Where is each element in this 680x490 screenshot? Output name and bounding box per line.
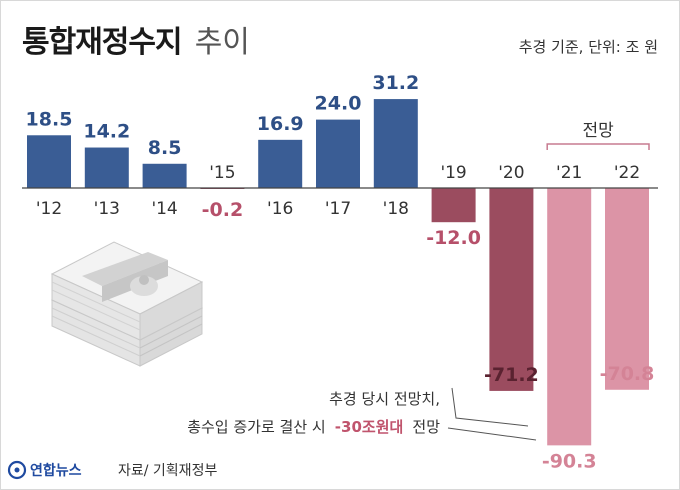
bar-8 [489, 188, 534, 391]
annotation-suffix: 전망 [412, 418, 440, 436]
logo: 연합뉴스 [7, 460, 82, 480]
value-label-7: -12.0 [426, 227, 481, 249]
annotation-highlight: -30조원대 [335, 418, 404, 436]
annotation: 추경 당시 전망치, 총수입 증가로 결산 시 -30조원대 전망 [187, 387, 537, 441]
tick-label-0: '12 [36, 199, 62, 219]
money-stack-illustration [50, 241, 204, 367]
annotation-line1: 추경 당시 전망치, [329, 390, 440, 408]
bar-7 [431, 188, 476, 223]
tick-label-8: '20 [498, 163, 524, 183]
bar-0 [27, 135, 71, 188]
annotation-leader-2 [447, 427, 537, 441]
tick-labels-group: '12 '13 '14 '15 '16 '17 '18 '19 '20 '21 '22 [36, 163, 640, 219]
forecast-label: 전망 [582, 121, 614, 141]
title-sub: 추이 [195, 25, 250, 60]
bar-5 [316, 119, 360, 188]
unit-note: 추경 기준, 단위: 조 원 [519, 38, 658, 56]
value-label-4: 16.9 [257, 113, 304, 135]
value-label-5: 24.0 [315, 93, 362, 115]
value-label-1: 14.2 [83, 121, 130, 143]
source-note: 자료/ 기획재정부 [118, 463, 217, 479]
tick-label-9: '21 [556, 163, 582, 183]
bar-4 [258, 139, 303, 188]
bars-group [27, 99, 649, 446]
logo-text: 연합뉴스 [30, 462, 82, 479]
bar-6 [373, 99, 418, 188]
tick-label-2: '14 [151, 199, 177, 219]
annotation-prefix: 총수입 증가로 결산 시 [187, 418, 326, 436]
value-label-3: -0.2 [202, 199, 244, 221]
bar-2 [142, 163, 187, 188]
value-label-8: -71.2 [484, 364, 539, 386]
tick-label-7: '19 [440, 163, 466, 183]
bar-1 [84, 147, 129, 188]
chart-title: 통합재정수지 추이 [22, 25, 250, 60]
tick-label-6: '18 [383, 199, 409, 219]
bar-9 [547, 188, 592, 446]
forecast-bracket: 전망 [546, 121, 650, 150]
tick-label-10: '22 [614, 163, 640, 183]
tick-label-3: '15 [209, 163, 235, 183]
tick-label-4: '16 [267, 199, 293, 219]
logo-icon [7, 460, 27, 480]
value-label-6: 31.2 [372, 72, 419, 94]
annotation-leader-1 [451, 387, 529, 427]
value-label-2: 8.5 [148, 137, 182, 159]
value-label-9: -90.3 [542, 450, 597, 472]
value-labels-group: 18.5 14.2 8.5 -0.2 16.9 24.0 31.2 -12.0 -71.2 -90… [26, 72, 655, 472]
annotation-line2: 총수입 증가로 결산 시 -30조원대 전망 [187, 417, 440, 436]
tick-label-5: '17 [325, 199, 351, 219]
value-label-0: 18.5 [26, 108, 73, 130]
bar-10 [605, 188, 649, 390]
value-label-10: -70.8 [600, 363, 655, 385]
title-main: 통합재정수지 [22, 25, 182, 60]
tick-label-1: '13 [94, 199, 120, 219]
